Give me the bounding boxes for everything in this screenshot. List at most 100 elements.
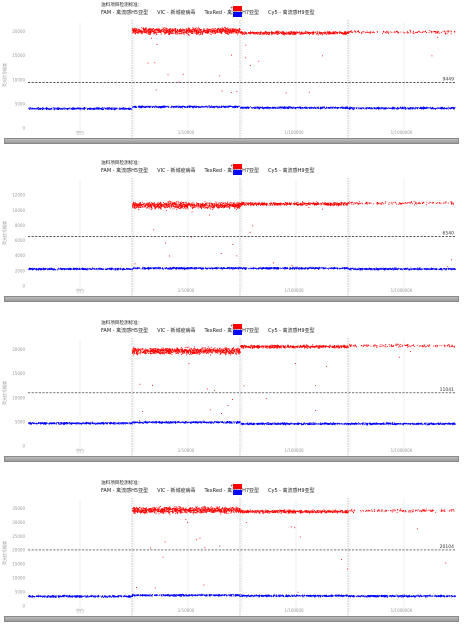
positive-droplet	[170, 28, 171, 29]
negative-droplet	[251, 107, 252, 108]
negative-droplet	[426, 108, 427, 109]
negative-droplet	[60, 268, 61, 269]
rain-droplet	[219, 75, 220, 76]
positive-droplet	[436, 32, 437, 33]
positive-droplet	[162, 29, 163, 30]
negative-droplet	[350, 268, 351, 269]
positive-droplet	[417, 32, 418, 33]
positive-droplet	[204, 28, 205, 29]
positive-droplet	[153, 28, 154, 29]
negative-droplet	[321, 107, 322, 108]
positive-droplet	[277, 31, 278, 32]
positive-droplet	[211, 34, 212, 35]
positive-droplet	[212, 31, 213, 32]
negative-droplet	[232, 107, 233, 108]
negative-droplet	[293, 268, 294, 269]
positive-droplet	[224, 27, 225, 28]
negative-droplet	[284, 106, 285, 107]
positive-droplet	[161, 30, 162, 31]
positive-droplet	[138, 29, 139, 30]
negative-droplet	[145, 107, 146, 108]
positive-droplet	[198, 32, 199, 33]
negative-droplet	[199, 106, 200, 107]
negative-droplet	[235, 268, 236, 269]
positive-droplet	[149, 29, 150, 30]
negative-droplet	[281, 108, 282, 109]
negative-droplet	[414, 108, 415, 109]
positive-droplet	[163, 28, 164, 29]
negative-droplet	[325, 108, 326, 109]
negative-droplet	[121, 269, 122, 270]
negative-droplet	[314, 269, 315, 270]
positive-droplet	[445, 34, 446, 35]
negative-droplet	[46, 268, 47, 269]
negative-droplet	[227, 107, 228, 108]
negative-droplet	[250, 106, 251, 107]
negative-droplet	[393, 107, 394, 108]
negative-droplet	[332, 107, 333, 108]
negative-droplet	[154, 106, 155, 107]
negative-droplet	[316, 108, 317, 109]
positive-droplet	[286, 33, 287, 34]
negative-droplet	[353, 109, 354, 110]
positive-droplet	[315, 32, 316, 33]
negative-droplet	[178, 107, 179, 108]
negative-droplet	[293, 267, 294, 268]
positive-droplet	[166, 31, 167, 32]
positive-droplet	[328, 32, 329, 33]
positive-droplet	[265, 33, 266, 34]
positive-droplet	[281, 32, 282, 33]
positive-droplet	[156, 34, 157, 35]
positive-droplet	[207, 28, 208, 29]
negative-droplet	[30, 269, 31, 270]
negative-droplet	[305, 268, 306, 269]
positive-droplet	[172, 31, 173, 32]
negative-droplet	[305, 267, 306, 268]
negative-droplet	[288, 106, 289, 107]
negative-droplet	[84, 108, 85, 109]
rain-droplet	[245, 57, 246, 58]
negative-droplet	[245, 107, 246, 108]
positive-droplet	[164, 31, 165, 32]
negative-droplet	[217, 107, 218, 108]
positive-droplet	[258, 33, 259, 34]
positive-droplet	[329, 33, 330, 34]
negative-droplet	[81, 268, 82, 269]
positive-droplet	[180, 30, 181, 31]
positive-droplet	[223, 29, 224, 30]
positive-droplet	[140, 30, 141, 31]
negative-droplet	[389, 268, 390, 269]
positive-droplet	[278, 32, 279, 33]
negative-droplet	[202, 268, 203, 269]
negative-droplet	[112, 268, 113, 269]
negative-droplet	[89, 108, 90, 109]
negative-droplet	[336, 268, 337, 269]
negative-droplet	[156, 269, 157, 270]
positive-droplet	[137, 31, 138, 32]
negative-droplet	[71, 109, 72, 110]
positive-droplet	[239, 29, 240, 30]
positive-droplet	[227, 28, 228, 29]
positive-droplet	[221, 31, 222, 32]
positive-droplet	[316, 34, 317, 35]
negative-droplet	[181, 107, 182, 108]
positive-droplet	[325, 32, 326, 33]
positive-droplet	[224, 30, 225, 31]
negative-droplet	[105, 108, 106, 109]
negative-droplet	[222, 268, 223, 269]
negative-droplet	[272, 107, 273, 108]
positive-droplet	[176, 33, 177, 34]
negative-droplet	[334, 107, 335, 108]
positive-droplet	[209, 30, 210, 31]
negative-droplet	[248, 268, 249, 269]
negative-droplet	[430, 108, 431, 109]
positive-droplet	[295, 34, 296, 35]
negative-droplet	[381, 269, 382, 270]
negative-droplet	[366, 108, 367, 109]
positive-droplet	[187, 34, 188, 35]
negative-droplet	[156, 106, 157, 107]
negative-droplet	[387, 108, 388, 109]
negative-droplet	[221, 267, 222, 268]
horizontal-scrollbar[interactable]	[4, 138, 459, 144]
